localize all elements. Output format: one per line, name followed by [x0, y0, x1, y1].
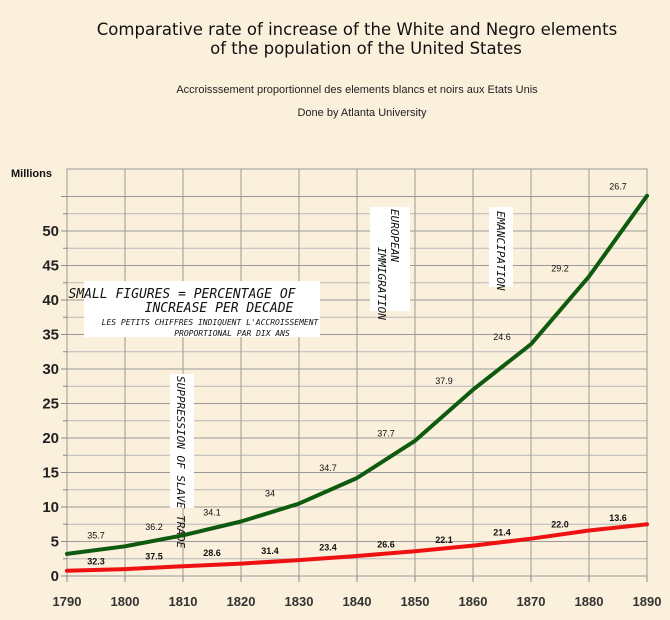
x-tick-label: 1860 — [459, 594, 488, 609]
rate-label: 34.1 — [203, 507, 221, 517]
rate-label: 37.7 — [377, 429, 395, 439]
rate-label: 29.2 — [551, 264, 569, 274]
rate-label: 31.4 — [261, 546, 279, 556]
y-tick-label: 35 — [42, 327, 59, 344]
legend-note-line1: SMALL FIGURES = PERCENTAGE OF — [69, 287, 297, 302]
y-tick-label: 40 — [42, 292, 59, 309]
y-tick-label: 50 — [42, 223, 59, 240]
y-tick-label: 30 — [42, 361, 59, 378]
emancipation-annotation: EMANCIPATION — [489, 207, 513, 291]
legend-note-background — [84, 281, 320, 337]
rate-label: 26.7 — [609, 182, 627, 192]
x-tick-label: 1850 — [401, 594, 430, 609]
chart-title-line2: of the population of the United States — [210, 39, 522, 58]
y-tick-label: 25 — [42, 396, 59, 413]
emancipation-label: EMANCIPATION — [494, 211, 507, 291]
rate-label: 37.5 — [145, 551, 163, 561]
x-tick-label: 1810 — [169, 594, 198, 609]
rate-label: 36.2 — [145, 522, 163, 532]
immigration-annotation-background — [370, 207, 410, 311]
slave-trade-annotation: SUPPRESSION OF SLAVE TRADE — [170, 374, 194, 549]
legend-note-line3: LES PETITS CHIFFRES INDIQUENT L'ACCROISS… — [102, 318, 320, 327]
chart-credit: Done by Atlanta University — [297, 107, 427, 119]
rate-label: 35.7 — [87, 531, 105, 541]
rate-label: 37.9 — [435, 376, 453, 386]
x-tick-label: 1800 — [111, 594, 140, 609]
x-tick-label: 1890 — [633, 594, 662, 609]
y-axis-ticks: 0 5 10 15 20 25 30 35 40 45 50 — [42, 196, 67, 585]
rate-label: 22.1 — [435, 535, 453, 545]
y-tick-label: 5 — [51, 534, 59, 551]
rate-label: 22.0 — [551, 520, 569, 530]
legend-note-line2: INCREASE PER DECADE — [145, 301, 294, 316]
rate-label: 32.3 — [87, 556, 105, 566]
x-tick-label: 1870 — [517, 594, 546, 609]
x-tick-label: 1840 — [343, 594, 372, 609]
y-tick-label: 15 — [42, 465, 59, 482]
x-axis-ticks: 1790 1800 1810 1820 1830 1840 1850 1860 1870 1880… — [53, 576, 662, 609]
y-tick-label: 45 — [42, 258, 59, 275]
grid — [66, 168, 648, 577]
rate-label: 34.7 — [319, 463, 337, 473]
immigration-label-line2: IMMIGRATION — [375, 247, 388, 320]
chart-title-line1: Comparative rate of increase of the Whit… — [97, 20, 617, 39]
rate-label: 21.4 — [493, 527, 511, 537]
rate-label: 28.6 — [203, 548, 221, 558]
rate-label: 24.6 — [493, 332, 511, 342]
rate-label: 34 — [265, 489, 275, 499]
rate-label: 26.6 — [377, 540, 395, 550]
rate-labels: 35.7 36.2 34.1 34 34.7 37.7 37.9 24.6 29.2 26.7 32… — [87, 182, 627, 567]
immigration-label-line1: EUROPEAN — [388, 209, 401, 262]
slave-trade-annotation-background — [170, 374, 194, 508]
immigration-annotation: EUROPEAN IMMIGRATION — [370, 207, 410, 320]
rate-label: 13.6 — [609, 513, 627, 523]
x-tick-label: 1820 — [227, 594, 256, 609]
x-tick-label: 1830 — [285, 594, 314, 609]
legend-note: SMALL FIGURES = PERCENTAGE OF INCREASE P… — [69, 281, 320, 338]
y-tick-label: 10 — [42, 499, 59, 516]
x-tick-label: 1790 — [53, 594, 82, 609]
emancipation-annotation-background — [489, 207, 513, 287]
rate-label: 23.4 — [319, 542, 337, 552]
x-tick-label: 1880 — [575, 594, 604, 609]
y-tick-label: 20 — [42, 430, 59, 447]
legend-note-line4: PROPORTIONAL PAR DIX ANS — [174, 329, 290, 338]
series-lines — [65, 193, 649, 573]
y-axis-unit-label: Millions — [11, 168, 52, 180]
y-tick-label: 0 — [51, 568, 59, 585]
slave-trade-label: SUPPRESSION OF SLAVE TRADE — [174, 376, 187, 549]
chart-subtitle: Accroisssement proportionnel des element… — [176, 84, 538, 96]
